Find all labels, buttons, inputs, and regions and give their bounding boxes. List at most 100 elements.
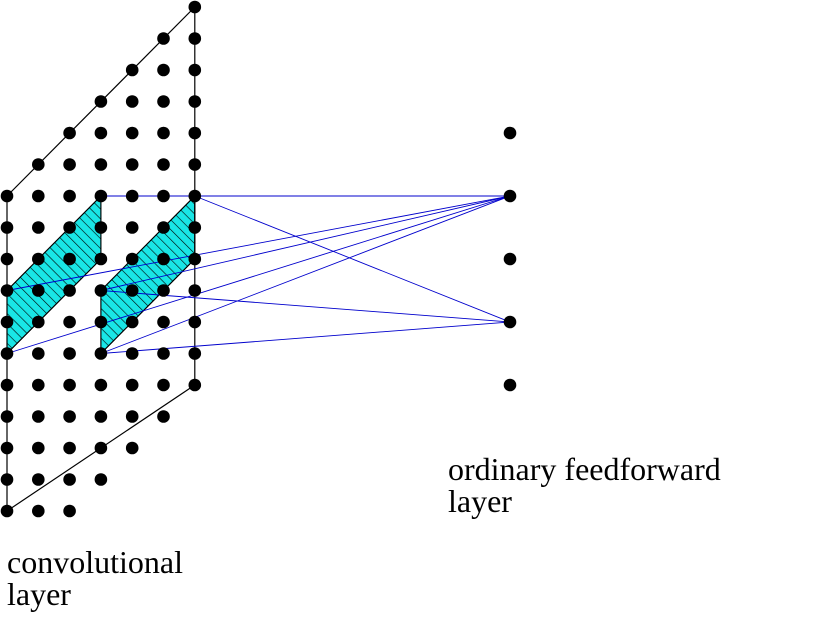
- conv-node: [157, 252, 170, 266]
- conv-node: [94, 221, 108, 234]
- conv-node: [125, 347, 139, 360]
- conv-node: [125, 378, 139, 392]
- conv-node: [94, 189, 108, 203]
- conv-node: [157, 284, 170, 297]
- conv-node: [157, 95, 170, 108]
- conv-node: [157, 410, 170, 423]
- feedforward-layer-nodes: [503, 126, 517, 392]
- conv-node: [125, 441, 139, 455]
- conv-node: [188, 378, 202, 392]
- conv-node: [94, 378, 108, 392]
- conv-node: [32, 473, 45, 486]
- conv-node: [0, 441, 14, 455]
- conv-node: [94, 158, 108, 171]
- conv-node: [63, 252, 76, 266]
- conv-node: [125, 221, 139, 234]
- feedforward-node: [503, 189, 517, 203]
- conv-node: [188, 347, 202, 360]
- conv-node: [63, 284, 76, 297]
- receptive-field-patches: [6, 194, 196, 355]
- conv-node: [157, 347, 170, 360]
- conv-node: [0, 221, 14, 234]
- conv-node: [188, 158, 202, 171]
- conv-node: [125, 315, 139, 329]
- conv-node: [32, 252, 45, 266]
- conv-node: [32, 347, 45, 360]
- conv-node: [157, 63, 170, 77]
- conv-node: [188, 95, 202, 108]
- connection-line-0-1: [6, 195, 511, 291]
- conv-node: [94, 252, 108, 266]
- conv-node: [63, 347, 76, 360]
- conv-node: [188, 284, 202, 297]
- conv-node: [0, 410, 14, 423]
- feedforward-node: [503, 378, 517, 392]
- conv-node: [157, 32, 170, 45]
- conv-node: [0, 189, 14, 203]
- conv-node: [32, 284, 45, 297]
- feedforward-caption-line2: layer: [448, 483, 512, 519]
- lower-receptive-field-hatch: [100, 194, 196, 355]
- conv-node: [157, 378, 170, 392]
- conv-node: [63, 473, 76, 486]
- conv-node: [94, 347, 108, 360]
- conv-node: [32, 189, 45, 203]
- conv-node: [188, 126, 202, 140]
- conv-node: [0, 473, 14, 486]
- conv-node: [63, 441, 76, 455]
- conv-node: [188, 221, 202, 234]
- connection-line-1-1: [100, 290, 511, 323]
- conv-node: [0, 284, 14, 297]
- conv-node: [125, 126, 139, 140]
- feedforward-layer-caption: ordinary feedforward layer: [448, 453, 721, 517]
- conv-node: [94, 284, 108, 297]
- conv-node: [94, 441, 108, 455]
- feedforward-node: [503, 126, 517, 140]
- convolutional-layer-nodes: [0, 0, 202, 518]
- conv-node: [63, 189, 76, 203]
- conv-node: [125, 284, 139, 297]
- conv-node: [188, 63, 202, 77]
- conv-node: [0, 378, 14, 392]
- conv-node: [125, 158, 139, 171]
- conv-node: [188, 315, 202, 329]
- conv-node: [32, 315, 45, 329]
- conv-node: [32, 410, 45, 423]
- conv-node: [0, 315, 14, 329]
- conv-node: [63, 315, 76, 329]
- conv-node: [157, 158, 170, 171]
- conv-node: [157, 221, 170, 234]
- conv-node: [63, 221, 76, 234]
- conv-node: [63, 378, 76, 392]
- upper-receptive-field-hatch: [6, 194, 102, 355]
- convolutional-caption-line1: convolutional: [7, 544, 183, 580]
- connection-lines: [6, 195, 511, 354]
- conv-node: [94, 126, 108, 140]
- conv-node: [157, 189, 170, 203]
- connection-line-1-2: [100, 321, 511, 354]
- conv-node: [32, 221, 45, 234]
- conv-node: [63, 504, 76, 518]
- feedforward-node: [503, 315, 517, 329]
- conv-node: [125, 95, 139, 108]
- conv-node: [157, 126, 170, 140]
- connection-line-1-0: [194, 195, 511, 323]
- conv-node: [32, 441, 45, 455]
- conv-node: [63, 158, 76, 171]
- conv-node: [188, 252, 202, 266]
- conv-node: [94, 315, 108, 329]
- conv-node: [94, 95, 108, 108]
- convolutional-caption-line2: layer: [7, 576, 71, 612]
- conv-node: [188, 0, 202, 14]
- conv-node: [32, 158, 45, 171]
- conv-node: [63, 126, 76, 140]
- conv-node: [0, 252, 14, 266]
- connection-line-2-2: [100, 195, 511, 354]
- conv-node: [157, 315, 170, 329]
- conv-node: [125, 410, 139, 423]
- conv-node: [125, 189, 139, 203]
- feedforward-node: [503, 252, 517, 266]
- conv-node: [63, 410, 76, 423]
- conv-node: [94, 410, 108, 423]
